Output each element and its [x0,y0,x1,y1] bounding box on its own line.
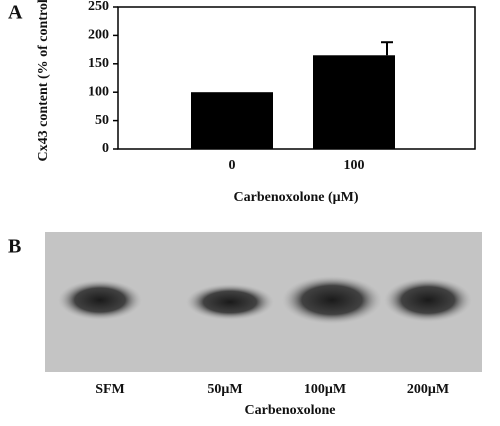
plot-frame [117,6,476,150]
western-blot [45,232,482,372]
y-tick-label: 50 [95,113,109,128]
y-tick-label: 150 [88,56,109,71]
lane-label: 100μM [304,382,346,397]
blot-band [384,278,472,322]
x-axis-label: Carbenoxolone (μM) [234,190,359,205]
y-tick-label: 0 [102,141,109,156]
blot-label: Carbenoxolone [245,403,336,418]
lane-label: 50μM [207,382,242,397]
panel-label: B [8,236,21,258]
y-tick-label: 200 [88,28,109,43]
blot-band [186,284,274,320]
blot-band [282,276,382,324]
x-tick-label: 100 [344,158,365,173]
y-axis-label: Cx43 content (% of control) [36,0,51,161]
lane-label: 200μM [407,382,449,397]
y-tick-label: 250 [88,0,109,14]
panel-label: A [8,2,23,24]
lane-label: SFM [95,382,125,397]
bar [313,55,395,149]
y-tick-label: 100 [88,84,109,99]
bar [191,92,273,149]
blot-band [58,280,142,320]
x-tick-label: 0 [229,158,236,173]
